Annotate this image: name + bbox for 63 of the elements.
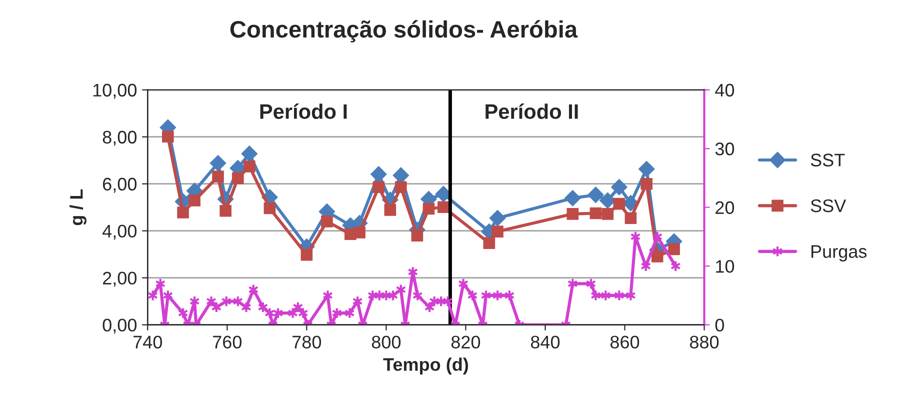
point <box>370 166 387 182</box>
y-axis-title: g / L <box>70 189 86 226</box>
point <box>321 216 333 228</box>
point <box>177 206 189 218</box>
x-tick-label: 800 <box>372 336 401 348</box>
x-tick-label: 840 <box>530 336 560 348</box>
x-tick-label: 780 <box>292 336 322 348</box>
point <box>300 248 313 261</box>
x-tick-label: 740 <box>134 336 162 348</box>
point <box>212 170 224 182</box>
y2-tick-label: 10 <box>716 260 734 273</box>
y-tick-label: 6,00 <box>103 178 137 193</box>
chart-title: Concentração sólidos- Aeróbia <box>230 20 578 42</box>
y-tick-label: 10,00 <box>93 84 137 99</box>
point <box>602 208 614 220</box>
point <box>590 207 602 220</box>
point <box>188 194 200 206</box>
point <box>611 179 628 196</box>
point <box>564 190 581 206</box>
y-tick-label: 4,00 <box>102 224 137 240</box>
point <box>566 208 579 220</box>
point <box>438 201 450 214</box>
point <box>210 155 226 172</box>
point <box>411 230 424 242</box>
point <box>624 212 637 224</box>
legend-label: Purgas <box>812 245 867 262</box>
legend-label: SSV <box>810 199 846 212</box>
legend-label: SST <box>810 154 845 166</box>
y-tick-label: 2,00 <box>102 272 137 287</box>
point <box>422 202 435 215</box>
y2-tick-label: 0 <box>715 318 724 332</box>
point <box>651 250 664 262</box>
x-axis-title: Tempo (d) <box>383 358 468 374</box>
y2-tick-label: 30 <box>715 142 734 156</box>
point <box>232 172 244 184</box>
x-tick-label: 880 <box>690 336 719 348</box>
point <box>372 181 385 194</box>
y2-tick-label: 40 <box>715 84 734 97</box>
point <box>384 204 396 216</box>
point <box>492 226 504 238</box>
y-tick-label: 0,00 <box>102 318 137 334</box>
point <box>588 186 604 203</box>
point <box>668 243 680 256</box>
point <box>354 226 366 238</box>
point <box>220 204 232 217</box>
x-tick-label: 760 <box>213 336 242 348</box>
point <box>392 167 409 184</box>
point <box>640 178 653 190</box>
point <box>264 202 276 214</box>
point <box>162 130 174 143</box>
y-tick-label: 8,00 <box>102 130 137 146</box>
x-tick-label: 820 <box>451 336 480 348</box>
point <box>394 181 407 194</box>
point <box>490 210 506 226</box>
point <box>242 146 258 162</box>
annotation: Período I <box>260 103 347 119</box>
point <box>613 198 626 210</box>
point <box>244 160 256 172</box>
point <box>638 161 655 177</box>
y2-tick-label: 20 <box>716 201 734 214</box>
annotation: Período II <box>486 103 578 119</box>
x-tick-label: 860 <box>610 336 640 348</box>
point <box>483 237 496 249</box>
